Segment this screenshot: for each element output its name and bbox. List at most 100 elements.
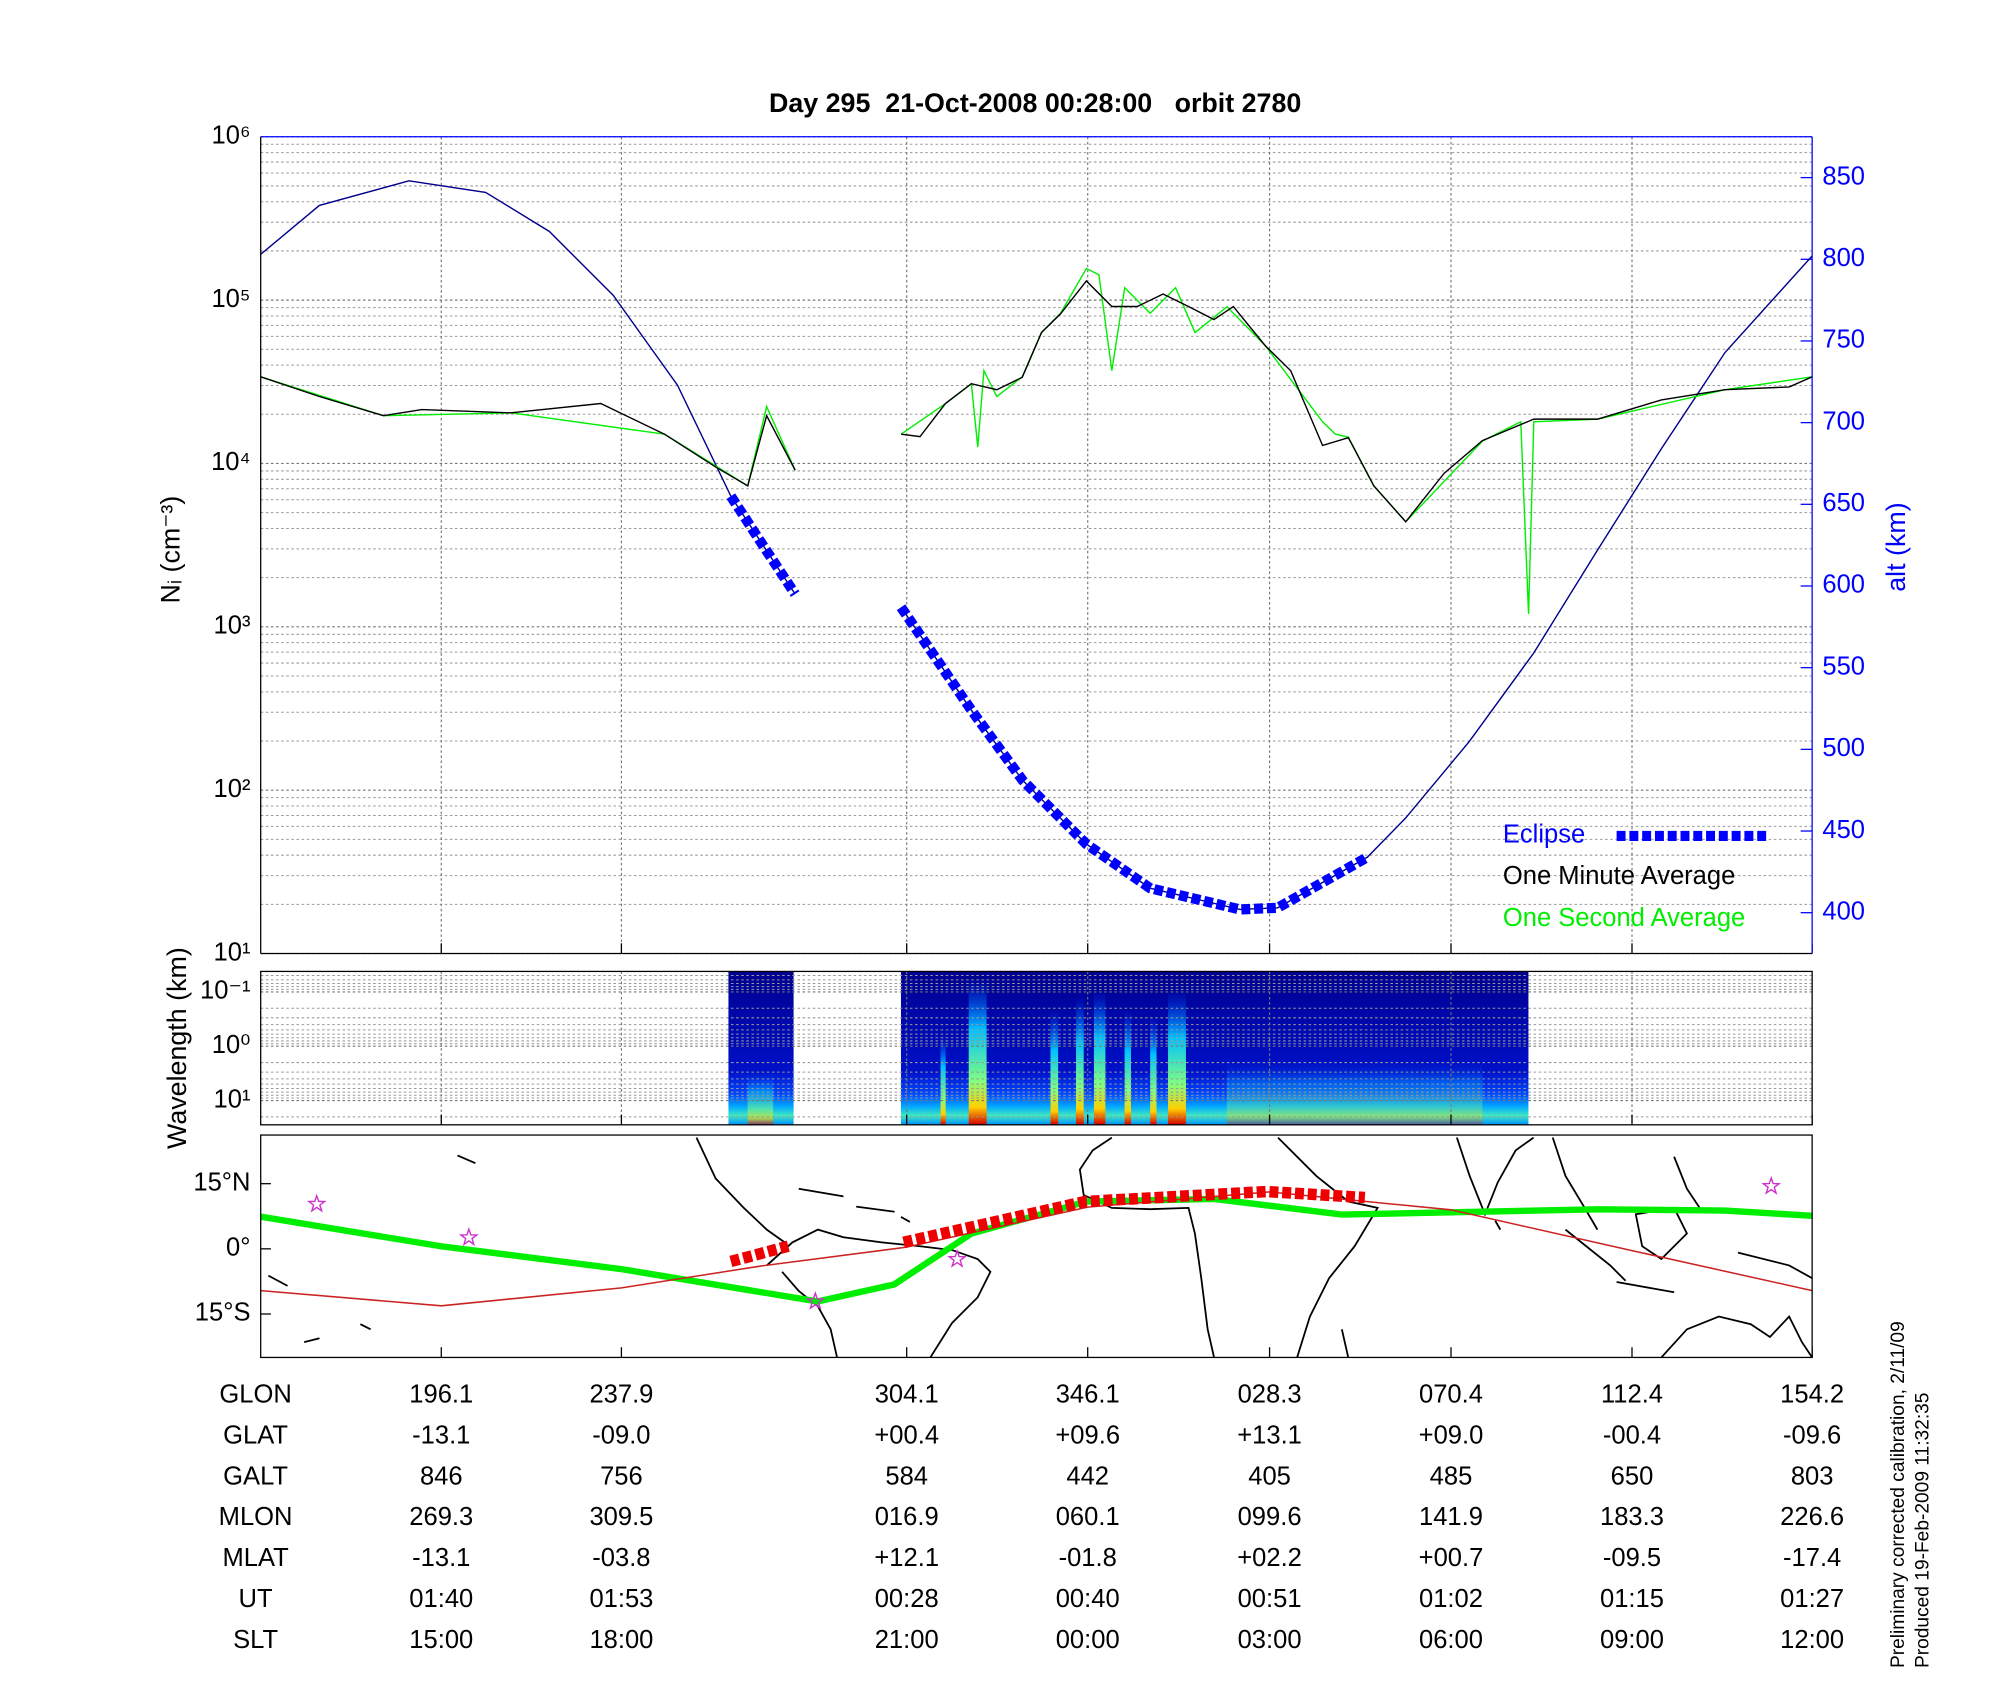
footnote: Produced 19-Feb-2009 11:32:35 <box>1912 1393 1933 1669</box>
y-tick-label: 10⁶ <box>212 122 251 150</box>
table-cell: 584 <box>885 1462 928 1490</box>
y-tick-label: 10⁰ <box>212 1031 251 1059</box>
y2-tick-label: 850 <box>1822 162 1865 190</box>
data-line <box>260 279 1813 523</box>
table-cell: 060.1 <box>1056 1503 1120 1531</box>
table-cell: 269.3 <box>409 1503 473 1531</box>
table-row-label: SLT <box>233 1626 278 1654</box>
legend-label: Eclipse <box>1503 821 1585 849</box>
table-cell: 00:40 <box>1056 1585 1120 1613</box>
table-cell: +13.1 <box>1237 1421 1302 1449</box>
table-cell: +12.1 <box>874 1544 939 1572</box>
y2-tick-label: 600 <box>1822 571 1865 599</box>
y2-tick-label: 800 <box>1822 244 1865 272</box>
table-cell: -01.8 <box>1059 1544 1117 1572</box>
table-cell: 226.6 <box>1780 1503 1844 1531</box>
y2-tick-label: 750 <box>1822 326 1865 354</box>
table-cell: +02.2 <box>1237 1544 1302 1572</box>
table-cell: 15:00 <box>409 1626 473 1654</box>
footnote: Preliminary corrected calibration, 2/11/… <box>1888 1321 1909 1668</box>
table-cell: 650 <box>1611 1462 1654 1490</box>
station-marker <box>1761 1175 1782 1195</box>
chart-title: Day 295 21-Oct-2008 00:28:00 orbit 2780 <box>769 88 1301 118</box>
y-tick-label: 10¹ <box>214 1085 251 1113</box>
x-tick-label: 346.1 <box>1056 1381 1120 1409</box>
table-cell: 01:40 <box>409 1585 473 1613</box>
y2-tick-label: 400 <box>1822 897 1865 925</box>
table-cell: 12:00 <box>1780 1626 1844 1654</box>
x-tick-label: 196.1 <box>409 1381 473 1409</box>
x-tick-label: 154.2 <box>1780 1381 1844 1409</box>
table-cell: 21:00 <box>875 1626 939 1654</box>
legend-label: One Second Average <box>1503 904 1745 932</box>
y2-tick-label: 500 <box>1822 734 1865 762</box>
table-cell: 141.9 <box>1419 1503 1483 1531</box>
table-cell: 846 <box>420 1462 463 1490</box>
table-cell: 016.9 <box>875 1503 939 1531</box>
y-tick-label: 0° <box>226 1234 250 1262</box>
y2-tick-label: 700 <box>1822 407 1865 435</box>
table-cell: -09.0 <box>592 1421 650 1449</box>
table-cell: +00.4 <box>874 1421 939 1449</box>
table-row-label: MLON <box>219 1503 293 1531</box>
y-tick-label: 10³ <box>214 612 251 640</box>
x-tick-label: 304.1 <box>875 1381 939 1409</box>
station-marker <box>458 1227 479 1247</box>
table-cell: 01:27 <box>1780 1585 1844 1613</box>
table-cell: 00:51 <box>1238 1585 1302 1613</box>
y-tick-label: 10¹ <box>214 938 251 966</box>
eclipse-track <box>729 1185 1366 1268</box>
table-cell: 06:00 <box>1419 1626 1483 1654</box>
table-cell: 09:00 <box>1600 1626 1664 1654</box>
table-cell: -09.6 <box>1783 1421 1841 1449</box>
y2-tick-label: 650 <box>1822 489 1865 517</box>
table-cell: 099.6 <box>1238 1503 1302 1531</box>
y2-axis-label: alt (km) <box>1881 502 1911 591</box>
table-row-label: UT <box>239 1585 273 1613</box>
y-tick-label: 10⁴ <box>211 448 250 476</box>
table-cell: 01:53 <box>589 1585 653 1613</box>
table-cell: +00.7 <box>1419 1544 1484 1572</box>
station-marker <box>306 1193 327 1213</box>
x-tick-label: 070.4 <box>1419 1381 1483 1409</box>
coastlines <box>267 1136 1813 1358</box>
table-cell: 309.5 <box>589 1503 653 1531</box>
spectrogram-image <box>728 971 1529 1125</box>
x-tick-label: 112.4 <box>1601 1381 1663 1409</box>
station-marker <box>805 1290 826 1310</box>
table-row-label: MLAT <box>222 1544 289 1572</box>
y2-tick-label: 450 <box>1822 816 1865 844</box>
y-axis-label: Nᵢ (cm⁻³) <box>156 496 186 604</box>
table-cell: -17.4 <box>1783 1544 1841 1572</box>
table-cell: 756 <box>600 1462 643 1490</box>
table-cell: -09.5 <box>1603 1544 1661 1572</box>
table-cell: 803 <box>1791 1462 1834 1490</box>
legend-label: One Minute Average <box>1503 862 1735 890</box>
table-row-label: GLAT <box>223 1421 288 1449</box>
table-cell: -13.1 <box>412 1544 470 1572</box>
table-cell: +09.6 <box>1055 1421 1120 1449</box>
y-tick-label: 10⁻¹ <box>200 977 250 1005</box>
table-cell: +09.0 <box>1419 1421 1484 1449</box>
y-tick-label: 15°N <box>193 1168 250 1196</box>
y-tick-label: 10² <box>214 775 251 803</box>
table-cell: 485 <box>1430 1462 1473 1490</box>
y-axis-label: Wavelength (km) <box>162 947 192 1149</box>
axis-frame <box>260 1134 1813 1359</box>
station-marker <box>947 1248 968 1268</box>
table-cell: 00:00 <box>1056 1626 1120 1654</box>
y-tick-label: 10⁵ <box>211 285 250 313</box>
table-cell: 442 <box>1066 1462 1109 1490</box>
table-row-label: GALT <box>223 1462 288 1490</box>
x-tick-label: 028.3 <box>1238 1381 1302 1409</box>
table-cell: 03:00 <box>1238 1626 1302 1654</box>
table-cell: -13.1 <box>412 1421 470 1449</box>
x-axis-label: GLON <box>219 1381 291 1409</box>
data-line <box>260 180 1813 911</box>
table-cell: -03.8 <box>592 1544 650 1572</box>
y-tick-label: 15°S <box>195 1299 251 1327</box>
table-cell: 18:00 <box>589 1626 653 1654</box>
